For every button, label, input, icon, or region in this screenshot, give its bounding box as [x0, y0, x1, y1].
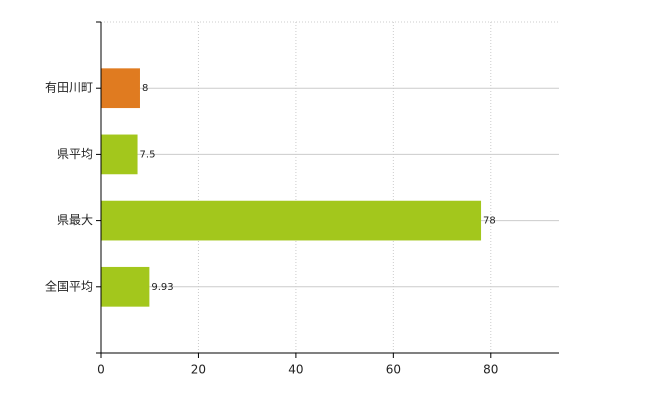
bar — [101, 134, 138, 175]
x-tick-label: 0 — [97, 363, 105, 377]
y-tick-label: 県最大 — [57, 213, 93, 227]
x-tick-label: 60 — [386, 363, 401, 377]
x-tick-label: 20 — [191, 363, 206, 377]
value-label: 9.93 — [151, 282, 173, 293]
bar — [101, 200, 482, 241]
x-tick-label: 40 — [288, 363, 303, 377]
value-label: 78 — [483, 216, 496, 227]
y-tick-label: 全国平均 — [45, 278, 93, 293]
bar — [101, 68, 140, 109]
y-tick-label: 有田川町 — [45, 81, 93, 95]
y-tick-label: 県平均 — [57, 147, 93, 161]
bar — [101, 266, 150, 307]
value-label: 7.5 — [140, 149, 156, 160]
value-label: 8 — [142, 83, 148, 94]
x-tick-label: 80 — [483, 363, 498, 377]
